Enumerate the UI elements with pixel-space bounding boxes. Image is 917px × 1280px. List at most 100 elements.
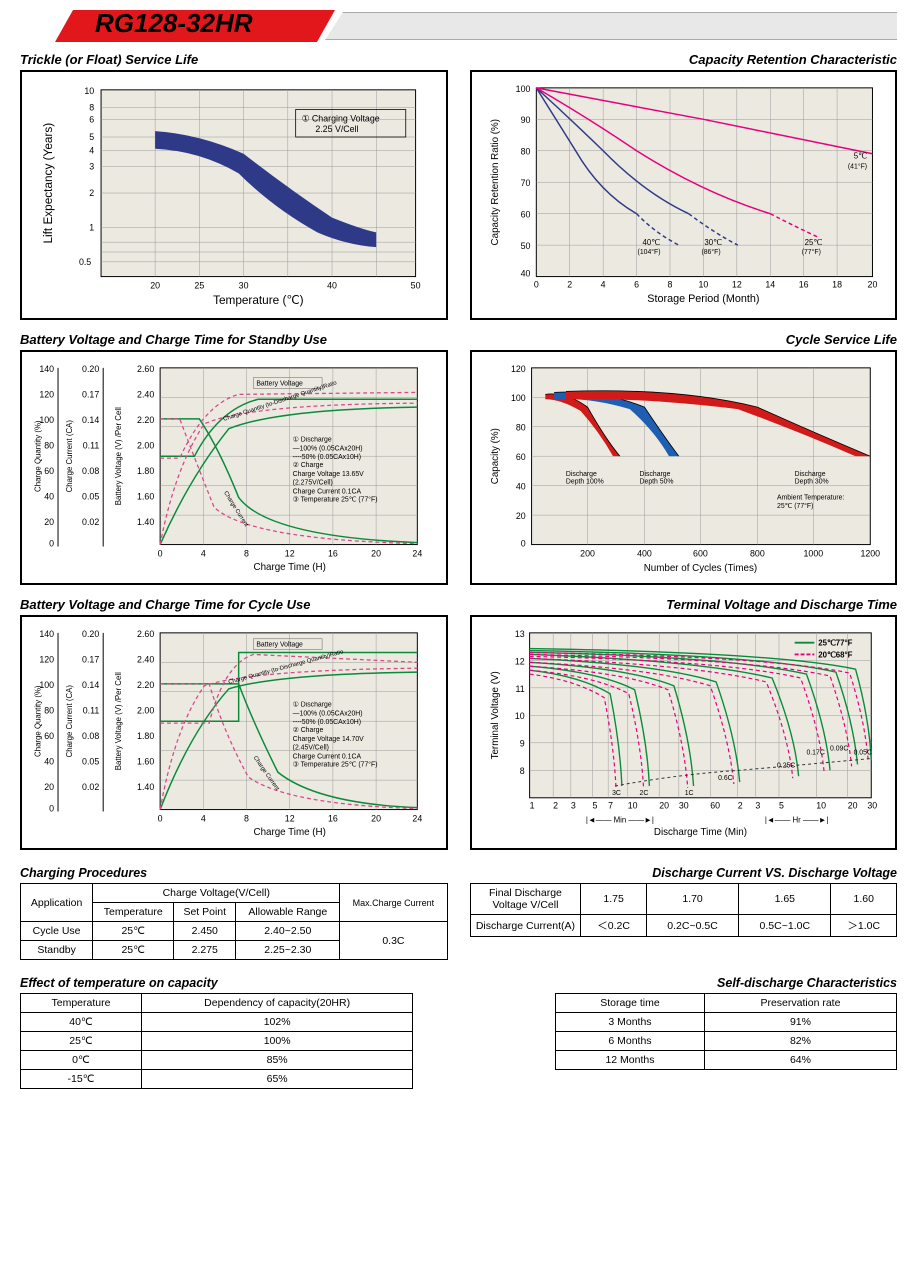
svg-text:25℃: 25℃ <box>804 238 822 247</box>
svg-text:2.40: 2.40 <box>137 389 154 399</box>
svg-text:1C: 1C <box>684 790 693 797</box>
svg-text:3C: 3C <box>612 790 621 797</box>
svg-text:90: 90 <box>520 115 530 125</box>
svg-text:Capacity Retention Ratio (%): Capacity Retention Ratio (%) <box>489 119 500 246</box>
svg-text:100: 100 <box>510 393 525 403</box>
svg-text:(77°F): (77°F) <box>801 248 820 256</box>
chart6-svg: 3C2C 1C0.6C 0.25C0.17C 0.09C0.05C 25℃77°… <box>480 625 888 840</box>
chart5-box: Battery Voltage Charge Quantity (to-Disc… <box>20 615 448 850</box>
svg-text:2.25 V/Cell: 2.25 V/Cell <box>315 124 358 134</box>
svg-text:Battery Voltage: Battery Voltage <box>256 381 303 388</box>
svg-text:60: 60 <box>44 466 54 476</box>
svg-text:Discharge: Discharge <box>794 471 825 478</box>
table4-title: Self-discharge Characteristics <box>470 976 898 990</box>
svg-text:18: 18 <box>832 279 842 289</box>
svg-text:60: 60 <box>515 452 525 462</box>
svg-text:Discharge: Discharge <box>639 471 670 478</box>
svg-text:140: 140 <box>39 629 54 639</box>
svg-text:2.40: 2.40 <box>137 654 154 664</box>
svg-text:1.40: 1.40 <box>137 782 154 792</box>
svg-text:Terminal Voltage (V): Terminal Voltage (V) <box>490 671 501 759</box>
table2-title: Discharge Current VS. Discharge Voltage <box>470 866 898 880</box>
table2: Final Discharge Voltage V/Cell1.751.701.… <box>470 883 898 937</box>
svg-text:Temperature (℃): Temperature (℃) <box>213 294 304 307</box>
svg-text:5: 5 <box>592 801 597 811</box>
svg-text:2C: 2C <box>639 790 648 797</box>
svg-text:20: 20 <box>515 511 525 521</box>
chart2-box: 40℃(104°F) 30℃(86°F) 25℃(77°F) 5℃(41°F) … <box>470 70 898 320</box>
svg-text:80: 80 <box>44 705 54 715</box>
chart1-title: Trickle (or Float) Service Life <box>20 52 448 67</box>
svg-text:120: 120 <box>39 654 54 664</box>
chart1-box: ① Charging Voltage 2.25 V/Cell 108 65 43… <box>20 70 448 320</box>
table4: Storage timePreservation rate 3 Months91… <box>555 993 897 1070</box>
svg-text:1.80: 1.80 <box>137 731 154 741</box>
svg-text:0.25C: 0.25C <box>777 762 795 769</box>
svg-text:2.00: 2.00 <box>137 440 154 450</box>
svg-text:20: 20 <box>44 782 54 792</box>
table1-title: Charging Procedures <box>20 866 448 880</box>
svg-text:0.08: 0.08 <box>82 466 99 476</box>
svg-text:100: 100 <box>515 84 530 94</box>
svg-text:80: 80 <box>520 147 530 157</box>
svg-text:0: 0 <box>49 539 54 549</box>
svg-text:4: 4 <box>600 279 605 289</box>
chart5-title: Battery Voltage and Charge Time for Cycl… <box>20 597 448 612</box>
svg-text:60: 60 <box>44 731 54 741</box>
svg-text:1000: 1000 <box>803 548 823 558</box>
svg-text:7: 7 <box>608 801 613 811</box>
svg-text:0: 0 <box>158 813 163 823</box>
svg-text:Battery Voltage: Battery Voltage <box>256 642 303 649</box>
svg-text:Charge Time (H): Charge Time (H) <box>254 562 326 573</box>
header-band: RG128-32HR <box>20 10 897 42</box>
svg-text:0.05C: 0.05C <box>853 750 871 757</box>
svg-text:20: 20 <box>867 279 877 289</box>
svg-text:(86°F): (86°F) <box>701 248 720 256</box>
svg-text:50: 50 <box>411 280 421 290</box>
svg-text:4: 4 <box>201 813 206 823</box>
svg-text:25℃ (77°F): 25℃ (77°F) <box>777 502 813 510</box>
svg-text:20: 20 <box>150 280 160 290</box>
svg-text:2.00: 2.00 <box>137 705 154 715</box>
svg-text:0.09C: 0.09C <box>830 746 848 753</box>
svg-text:Battery Voltage (V) /Per Cell: Battery Voltage (V) /Per Cell <box>114 407 123 505</box>
svg-text:Battery Voltage (V) /Per Cell: Battery Voltage (V) /Per Cell <box>114 672 123 770</box>
svg-text:120: 120 <box>39 389 54 399</box>
svg-text:50: 50 <box>520 241 530 251</box>
svg-text:0: 0 <box>158 548 163 558</box>
svg-text:Number of Cycles (Times): Number of Cycles (Times) <box>643 563 756 574</box>
svg-text:20: 20 <box>44 517 54 527</box>
svg-text:Depth 100%: Depth 100% <box>565 479 603 486</box>
svg-text:25: 25 <box>194 280 204 290</box>
svg-text:40: 40 <box>515 482 525 492</box>
svg-text:40℃: 40℃ <box>642 238 660 247</box>
svg-text:3: 3 <box>570 801 575 811</box>
svg-text:10: 10 <box>514 711 524 721</box>
svg-text:24: 24 <box>412 548 422 558</box>
chart4-title: Cycle Service Life <box>470 332 898 347</box>
svg-text:20℃68°F: 20℃68°F <box>818 650 852 659</box>
svg-text:1.80: 1.80 <box>137 466 154 476</box>
svg-text:30: 30 <box>867 801 877 811</box>
svg-text:1.60: 1.60 <box>137 756 154 766</box>
svg-text:10: 10 <box>627 801 637 811</box>
svg-text:13: 13 <box>514 629 524 639</box>
svg-text:1200: 1200 <box>860 548 880 558</box>
table1: Application Charge Voltage(V/Cell) Max.C… <box>20 883 448 960</box>
svg-text:3: 3 <box>755 801 760 811</box>
svg-text:5: 5 <box>89 132 94 142</box>
svg-text:4: 4 <box>201 548 206 558</box>
svg-text:20: 20 <box>659 801 669 811</box>
svg-text:Depth 50%: Depth 50% <box>639 479 673 486</box>
svg-text:25℃77°F: 25℃77°F <box>818 639 852 648</box>
svg-text:40: 40 <box>327 280 337 290</box>
chart3-title: Battery Voltage and Charge Time for Stan… <box>20 332 448 347</box>
chart5-svg: Battery Voltage Charge Quantity (to-Disc… <box>30 625 438 840</box>
svg-text:30: 30 <box>239 280 249 290</box>
svg-text:Charge Time (H): Charge Time (H) <box>254 827 326 838</box>
svg-text:2.20: 2.20 <box>137 680 154 690</box>
svg-text:2.60: 2.60 <box>137 364 154 374</box>
svg-text:24: 24 <box>412 813 422 823</box>
svg-text:60: 60 <box>520 210 530 220</box>
svg-text:3: 3 <box>89 161 94 171</box>
